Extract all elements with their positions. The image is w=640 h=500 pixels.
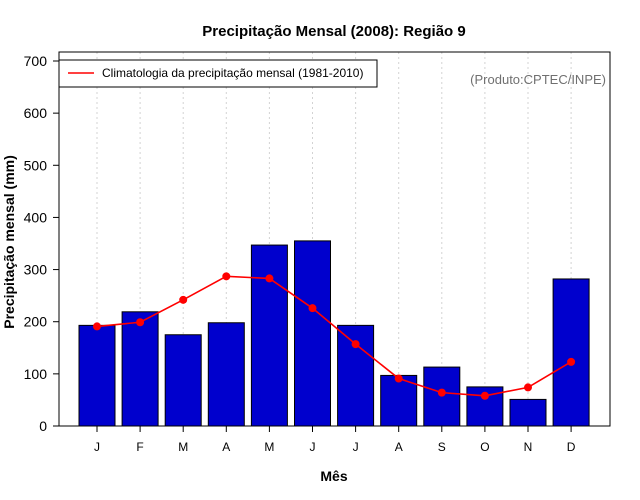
climatology-point — [394, 374, 403, 383]
y-axis-label: Precipitação mensal (mm) — [1, 155, 17, 329]
y-tick-label: 100 — [24, 366, 48, 382]
y-tick-label: 700 — [24, 53, 48, 69]
y-tick-label: 0 — [39, 418, 47, 434]
climatology-point — [308, 304, 317, 313]
bar — [78, 324, 116, 427]
bar — [294, 240, 331, 427]
x-tick-label: M — [178, 440, 188, 454]
bar — [250, 244, 288, 427]
x-tick-label: F — [136, 440, 143, 454]
x-axis-label: Mês — [320, 468, 347, 484]
y-tick-label: 400 — [24, 209, 48, 225]
climatology-point — [351, 340, 360, 349]
climatology-line — [93, 272, 576, 400]
y-tick-label: 300 — [24, 262, 48, 278]
y-axis: 0 100 200 300 400 500 600 700 — [24, 53, 60, 434]
x-tick-label: J — [94, 440, 100, 454]
climatology-point — [136, 318, 145, 327]
x-tick-label: D — [567, 440, 576, 454]
bar — [164, 334, 202, 427]
bars — [78, 240, 590, 427]
x-tick-label: A — [222, 440, 230, 454]
climatology-point — [567, 357, 576, 366]
bar — [552, 278, 590, 427]
legend-box — [58, 59, 378, 88]
climatology-polyline — [96, 275, 572, 397]
y-tick-label: 200 — [24, 314, 48, 330]
x-tick-label: J — [310, 440, 316, 454]
x-tick-label: M — [264, 440, 274, 454]
legend-entry-climatology: Climatologia da precipitação mensal (198… — [102, 66, 363, 80]
x-tick-label: O — [480, 440, 489, 454]
bar — [121, 311, 159, 427]
climatology-point — [480, 391, 489, 400]
legend: Climatologia da precipitação mensal (198… — [58, 59, 378, 88]
x-tick-label: S — [438, 440, 446, 454]
climatology-point — [93, 322, 101, 331]
credit-text: (Produto:CPTEC/INPE) — [470, 72, 606, 87]
x-tick-label: N — [524, 440, 533, 454]
climatology-point — [179, 295, 188, 304]
chart-title: Precipitação Mensal (2008): Região 9 — [202, 23, 465, 40]
climatology-point — [265, 274, 274, 283]
y-tick-label: 600 — [24, 105, 48, 121]
climatology-point — [437, 388, 446, 397]
x-tick-label: A — [395, 440, 403, 454]
climatology-point — [524, 383, 532, 392]
bar — [509, 398, 547, 427]
climatology-point — [222, 272, 231, 281]
bar — [207, 322, 245, 427]
y-tick-label: 500 — [24, 157, 48, 173]
x-tick-label: J — [353, 440, 359, 454]
